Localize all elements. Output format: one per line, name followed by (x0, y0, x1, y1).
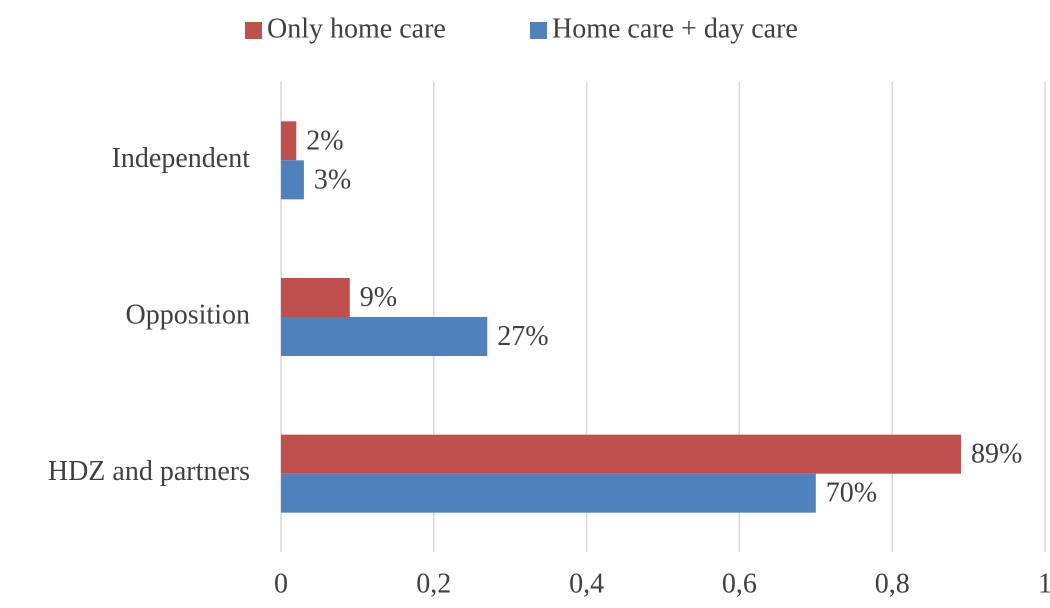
data-label: 89% (971, 439, 1022, 470)
bar (281, 473, 816, 513)
x-tick-label: 0 (274, 568, 288, 599)
bar (281, 278, 350, 317)
bar (281, 317, 488, 356)
x-tick-label: 0,4 (569, 568, 604, 599)
data-label: 27% (497, 321, 548, 352)
data-label: 70% (826, 478, 877, 509)
x-tick-label: 1 (1038, 568, 1050, 599)
bar (281, 160, 304, 200)
x-tick-label: 0,8 (875, 568, 910, 599)
legend-swatch (530, 22, 547, 39)
y-tick-label: Independent (112, 143, 251, 174)
bar (281, 121, 297, 161)
y-tick-label: Opposition (126, 299, 250, 330)
x-tick-label: 0,2 (416, 568, 451, 599)
legend-swatch (245, 22, 262, 39)
bar (281, 434, 961, 474)
data-label: 9% (360, 282, 397, 313)
x-tick-label: 0,6 (722, 568, 757, 599)
data-label: 2% (306, 125, 343, 156)
y-tick-label: HDZ and partners (48, 456, 250, 487)
legend-label: Home care + day care (552, 13, 798, 44)
legend-label: Only home care (267, 13, 446, 44)
data-label: 3% (314, 164, 351, 195)
